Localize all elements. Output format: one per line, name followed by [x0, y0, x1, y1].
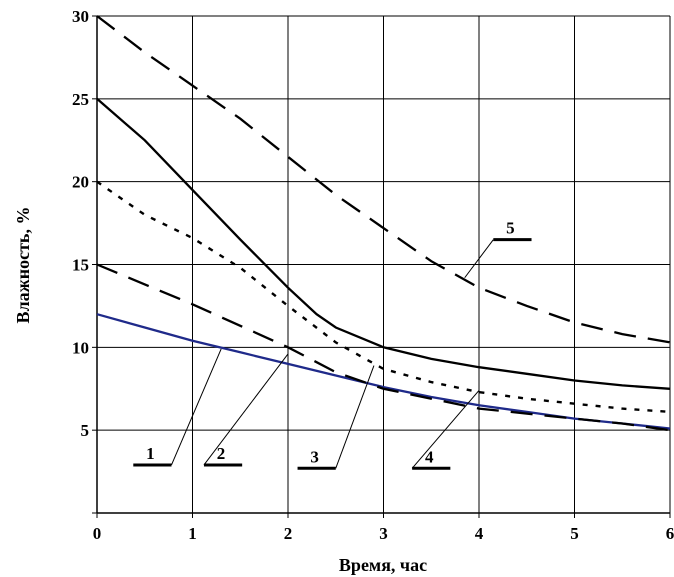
x-tick-label-5: 5: [570, 524, 579, 543]
callout-leader-1: [171, 348, 222, 466]
series-line-2: [96, 263, 671, 432]
x-tick-label-0: 0: [93, 524, 102, 543]
callout-leader-3: [335, 365, 375, 469]
callout-leader-2: [203, 353, 289, 466]
callout-label-1: 1: [146, 444, 155, 463]
y-tick-label-5: 5: [81, 421, 90, 440]
series-line-3: [96, 180, 671, 414]
x-axis-title: Время, час: [339, 555, 427, 575]
callout-leader-4: [411, 390, 480, 469]
series-line-1: [96, 313, 671, 430]
callout-label-4: 4: [425, 447, 434, 466]
series-group: [96, 15, 671, 432]
callout-label-2: 2: [217, 444, 226, 463]
x-tick-label-6: 6: [666, 524, 674, 543]
y-tick-label-20: 20: [72, 173, 89, 192]
callouts-group: 1 2 3 4 5: [133, 219, 532, 470]
grid: [97, 15, 671, 513]
callout-label-3: 3: [310, 447, 319, 466]
y-tick-label-30: 30: [72, 7, 89, 26]
x-tick-label-2: 2: [284, 524, 293, 543]
y-tick-label-25: 25: [72, 90, 89, 109]
callout-label-5: 5: [506, 219, 515, 238]
y-axis-title: Влажность, %: [13, 207, 33, 324]
callout-leader-5: [464, 239, 494, 279]
x-tick-label-4: 4: [475, 524, 484, 543]
x-tick-label-1: 1: [188, 524, 197, 543]
series-line-5: [96, 15, 671, 344]
y-tick-label-10: 10: [72, 338, 89, 357]
axes: [92, 15, 671, 518]
y-tick-label-15: 15: [72, 256, 89, 275]
x-tick-label-3: 3: [379, 524, 388, 543]
series-line-4: [96, 97, 671, 390]
